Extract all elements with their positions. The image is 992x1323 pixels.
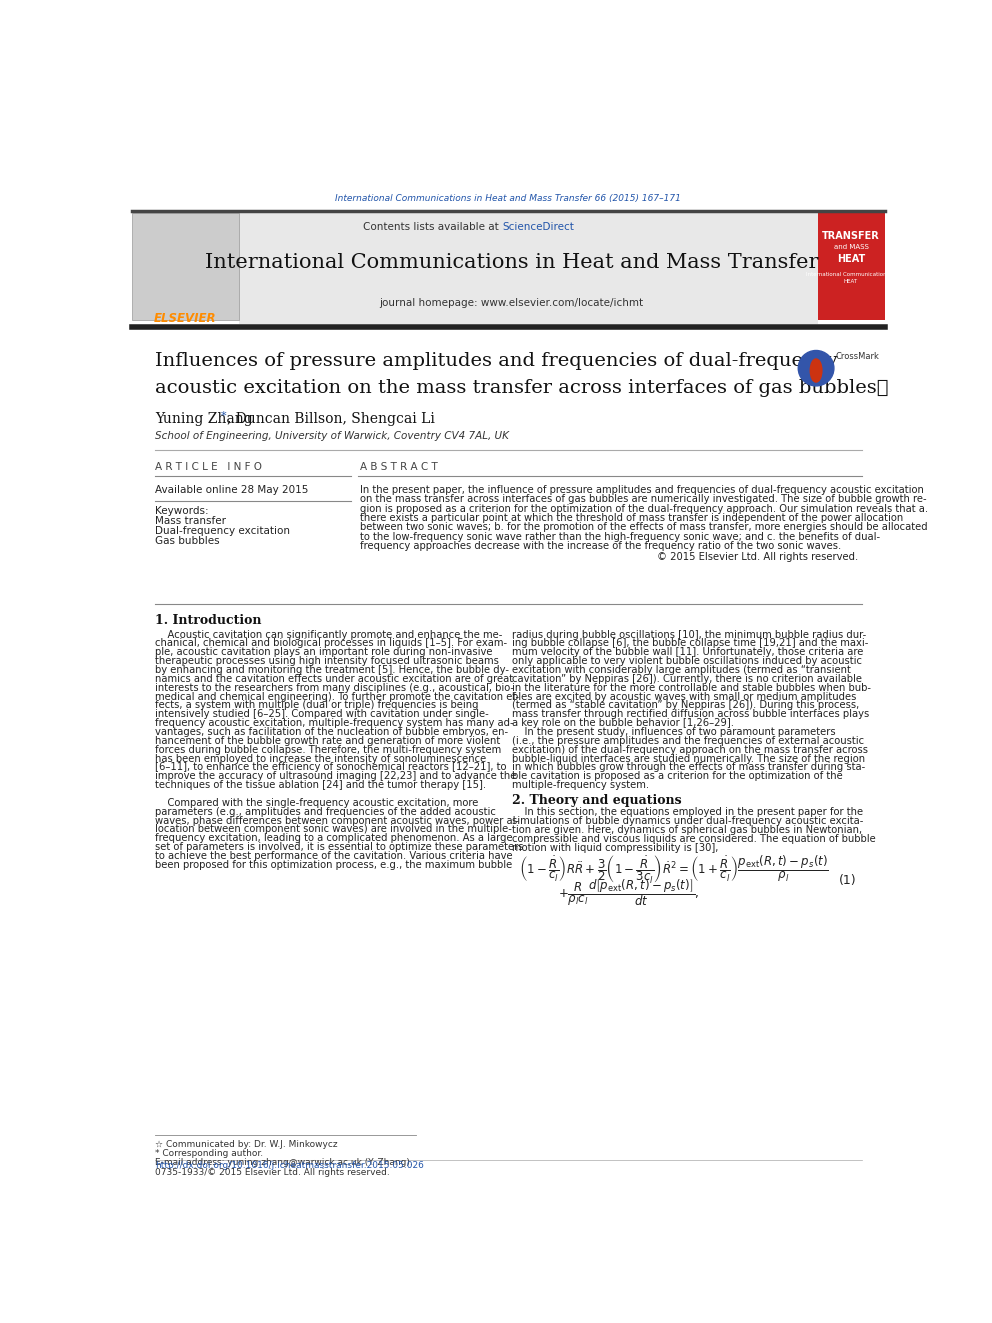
Text: Dual-frequency excitation: Dual-frequency excitation [155, 525, 290, 536]
Text: TRANSFER: TRANSFER [822, 230, 880, 241]
Text: © 2015 Elsevier Ltd. All rights reserved.: © 2015 Elsevier Ltd. All rights reserved… [658, 552, 859, 562]
Text: HEAT: HEAT [837, 254, 865, 263]
Text: *: * [221, 411, 226, 421]
Text: Yuning Zhang: Yuning Zhang [155, 411, 257, 426]
Text: in the literature for the more controllable and stable bubbles when bub-: in the literature for the more controlla… [512, 683, 871, 693]
FancyBboxPatch shape [132, 213, 239, 320]
Text: parameters (e.g., amplitudes and frequencies of the added acoustic: parameters (e.g., amplitudes and frequen… [155, 807, 496, 816]
Text: School of Engineering, University of Warwick, Coventry CV4 7AL, UK: School of Engineering, University of War… [155, 431, 509, 441]
Text: In the present study, influences of two paramount parameters: In the present study, influences of two … [512, 728, 835, 737]
Text: excitation with considerably large amplitudes (termed as “transient: excitation with considerably large ampli… [512, 665, 850, 675]
Text: Influences of pressure amplitudes and frequencies of dual-frequency: Influences of pressure amplitudes and fr… [155, 352, 837, 370]
Text: E-mail address: yuning.zhang@warwick.ac.uk (Y. Zhang).: E-mail address: yuning.zhang@warwick.ac.… [155, 1159, 413, 1167]
Text: Contents lists available at: Contents lists available at [363, 221, 502, 232]
Text: interests to the researchers from many disciplines (e.g., acoustical, bio-: interests to the researchers from many d… [155, 683, 514, 693]
Text: ple, acoustic cavitation plays an important role during non-invasive: ple, acoustic cavitation plays an import… [155, 647, 492, 658]
Text: namics and the cavitation effects under acoustic excitation are of great: namics and the cavitation effects under … [155, 673, 513, 684]
Text: Compared with the single-frequency acoustic excitation, more: Compared with the single-frequency acous… [155, 798, 478, 808]
Text: ing bubble collapse [6], the bubble collapse time [19,21] and the maxi-: ing bubble collapse [6], the bubble coll… [512, 639, 868, 648]
Text: In this section, the equations employed in the present paper for the: In this section, the equations employed … [512, 807, 863, 818]
Text: has been employed to increase the intensity of sonoluminescence: has been employed to increase the intens… [155, 754, 486, 763]
Text: radius during bubble oscillations [10], the minimum bubble radius dur-: radius during bubble oscillations [10], … [512, 630, 866, 639]
Text: A R T I C L E   I N F O: A R T I C L E I N F O [155, 462, 262, 472]
Text: compressible and viscous liquids are considered. The equation of bubble: compressible and viscous liquids are con… [512, 833, 875, 844]
Text: Acoustic cavitation can significantly promote and enhance the me-: Acoustic cavitation can significantly pr… [155, 630, 502, 639]
Text: http://dx.doi.org/10.1016/j.icheatmasstransfer.2015.05.026: http://dx.doi.org/10.1016/j.icheatmasstr… [155, 1162, 424, 1171]
FancyBboxPatch shape [817, 213, 885, 320]
Circle shape [799, 351, 834, 386]
FancyBboxPatch shape [239, 213, 817, 324]
Text: on the mass transfer across interfaces of gas bubbles are numerically investigat: on the mass transfer across interfaces o… [360, 495, 927, 504]
Text: in which bubbles grow through the effects of mass transfer during sta-: in which bubbles grow through the effect… [512, 762, 865, 773]
Text: mass transfer through rectified diffusion across bubble interfaces plays: mass transfer through rectified diffusio… [512, 709, 869, 720]
Text: ELSEVIER: ELSEVIER [154, 312, 216, 324]
Text: hancement of the bubble growth rate and generation of more violent: hancement of the bubble growth rate and … [155, 736, 500, 746]
Text: International Communications in
HEAT: International Communications in HEAT [806, 273, 896, 284]
Text: A B S T R A C T: A B S T R A C T [360, 462, 438, 472]
Text: intensively studied [6–25]. Compared with cavitation under single-: intensively studied [6–25]. Compared wit… [155, 709, 489, 720]
Text: International Communications in Heat and Mass Transfer 66 (2015) 167–171: International Communications in Heat and… [335, 194, 682, 204]
Text: improve the accuracy of ultrasound imaging [22,23] and to advance the: improve the accuracy of ultrasound imagi… [155, 771, 517, 782]
Text: $\left(1-\dfrac{\dot{R}}{c_l}\right)R\ddot{R}+\dfrac{3}{2}\left(1-\dfrac{\dot{R}: $\left(1-\dfrac{\dot{R}}{c_l}\right)R\dd… [519, 853, 829, 885]
Text: to achieve the best performance of the cavitation. Various criteria have: to achieve the best performance of the c… [155, 851, 513, 861]
Text: frequency excitation, leading to a complicated phenomenon. As a large: frequency excitation, leading to a compl… [155, 833, 513, 843]
Text: (i.e., the pressure amplitudes and the frequencies of external acoustic: (i.e., the pressure amplitudes and the f… [512, 736, 864, 746]
Text: by enhancing and monitoring the treatment [5]. Hence, the bubble dy-: by enhancing and monitoring the treatmen… [155, 665, 509, 675]
Text: tion are given. Here, dynamics of spherical gas bubbles in Newtonian,: tion are given. Here, dynamics of spheri… [512, 826, 862, 835]
Text: frequency approaches decrease with the increase of the frequency ratio of the tw: frequency approaches decrease with the i… [360, 541, 841, 552]
Text: 0735-1933/© 2015 Elsevier Ltd. All rights reserved.: 0735-1933/© 2015 Elsevier Ltd. All right… [155, 1168, 390, 1176]
Text: Keywords:: Keywords: [155, 505, 208, 516]
Text: frequency acoustic excitation, multiple-frequency system has many ad-: frequency acoustic excitation, multiple-… [155, 718, 514, 728]
Text: vantages, such as facilitation of the nucleation of bubble embryos, en-: vantages, such as facilitation of the nu… [155, 728, 508, 737]
Text: * Corresponding author.: * Corresponding author. [155, 1150, 263, 1158]
Text: $+\dfrac{R}{\rho_l c_l}\dfrac{d\left[p_{\mathrm{ext}}(R,t)-p_s(t)\right]}{dt},$: $+\dfrac{R}{\rho_l c_l}\dfrac{d\left[p_{… [558, 877, 699, 908]
Text: motion with liquid compressibility is [30],: motion with liquid compressibility is [3… [512, 843, 718, 853]
Text: acoustic excitation on the mass transfer across interfaces of gas bubbles☆: acoustic excitation on the mass transfer… [155, 380, 889, 397]
Text: bles are excited by acoustic waves with small or medium amplitudes: bles are excited by acoustic waves with … [512, 692, 856, 701]
Text: Gas bubbles: Gas bubbles [155, 536, 219, 545]
Text: cavitation” by Neppiras [26]). Currently, there is no criterion available: cavitation” by Neppiras [26]). Currently… [512, 673, 861, 684]
Text: location between component sonic waves) are involved in the multiple-: location between component sonic waves) … [155, 824, 512, 835]
Text: mum velocity of the bubble wall [11]. Unfortunately, those criteria are: mum velocity of the bubble wall [11]. Un… [512, 647, 863, 658]
Text: there exists a particular point at which the threshold of mass transfer is indep: there exists a particular point at which… [360, 513, 904, 523]
Text: ble cavitation is proposed as a criterion for the optimization of the: ble cavitation is proposed as a criterio… [512, 771, 842, 782]
Text: ☆ Communicated by: Dr. W.J. Minkowycz: ☆ Communicated by: Dr. W.J. Minkowycz [155, 1140, 337, 1148]
Text: journal homepage: www.elsevier.com/locate/ichmt: journal homepage: www.elsevier.com/locat… [379, 298, 644, 308]
Text: 1. Introduction: 1. Introduction [155, 614, 262, 627]
Text: bubble-liquid interfaces are studied numerically. The size of the region: bubble-liquid interfaces are studied num… [512, 754, 865, 763]
Text: International Communications in Heat and Mass Transfer: International Communications in Heat and… [204, 253, 818, 273]
Text: In the present paper, the influence of pressure amplitudes and frequencies of du: In the present paper, the influence of p… [360, 484, 925, 495]
Text: and MASS: and MASS [833, 245, 868, 250]
Text: techniques of the tissue ablation [24] and the tumor therapy [15].: techniques of the tissue ablation [24] a… [155, 781, 486, 790]
Text: chanical, chemical and biological processes in liquids [1–5]. For exam-: chanical, chemical and biological proces… [155, 639, 507, 648]
Text: [6–11], to enhance the efficiency of sonochemical reactors [12–21], to: [6–11], to enhance the efficiency of son… [155, 762, 507, 773]
Text: been proposed for this optimization process, e.g., the maximum bubble: been proposed for this optimization proc… [155, 860, 512, 869]
Text: simulations of bubble dynamics under dual-frequency acoustic excita-: simulations of bubble dynamics under dua… [512, 816, 863, 827]
Text: Mass transfer: Mass transfer [155, 516, 226, 525]
Text: between two sonic waves; b. for the promotion of the effects of mass transfer, m: between two sonic waves; b. for the prom… [360, 523, 928, 532]
Text: waves, phase differences between component acoustic waves, power al-: waves, phase differences between compone… [155, 815, 519, 826]
Text: (1): (1) [839, 875, 856, 888]
Text: gion is proposed as a criterion for the optimization of the dual-frequency appro: gion is proposed as a criterion for the … [360, 504, 929, 513]
Text: , Duncan Billson, Shengcai Li: , Duncan Billson, Shengcai Li [227, 411, 434, 426]
Text: ScienceDirect: ScienceDirect [502, 221, 574, 232]
Text: Available online 28 May 2015: Available online 28 May 2015 [155, 484, 309, 495]
Text: forces during bubble collapse. Therefore, the multi-frequency system: forces during bubble collapse. Therefore… [155, 745, 501, 754]
Text: to the low-frequency sonic wave rather than the high-frequency sonic wave; and c: to the low-frequency sonic wave rather t… [360, 532, 881, 542]
Text: medical and chemical engineering). To further promote the cavitation ef-: medical and chemical engineering). To fu… [155, 692, 519, 701]
Text: excitation) of the dual-frequency approach on the mass transfer across: excitation) of the dual-frequency approa… [512, 745, 867, 754]
Text: therapeutic processes using high intensity focused ultrasonic beams: therapeutic processes using high intensi… [155, 656, 499, 667]
Text: set of parameters is involved, it is essential to optimize these parameters: set of parameters is involved, it is ess… [155, 843, 524, 852]
Text: (termed as “stable cavitation” by Neppiras [26]). During this process,: (termed as “stable cavitation” by Neppir… [512, 700, 859, 710]
Text: multiple-frequency system.: multiple-frequency system. [512, 781, 649, 790]
Text: only applicable to very violent bubble oscillations induced by acoustic: only applicable to very violent bubble o… [512, 656, 861, 667]
Ellipse shape [810, 359, 822, 382]
Text: a key role on the bubble behavior [1,26–29].: a key role on the bubble behavior [1,26–… [512, 718, 733, 728]
Text: 2. Theory and equations: 2. Theory and equations [512, 794, 682, 807]
Text: CrossMark: CrossMark [835, 352, 879, 361]
Text: fects, a system with multiple (dual or triple) frequencies is being: fects, a system with multiple (dual or t… [155, 700, 478, 710]
